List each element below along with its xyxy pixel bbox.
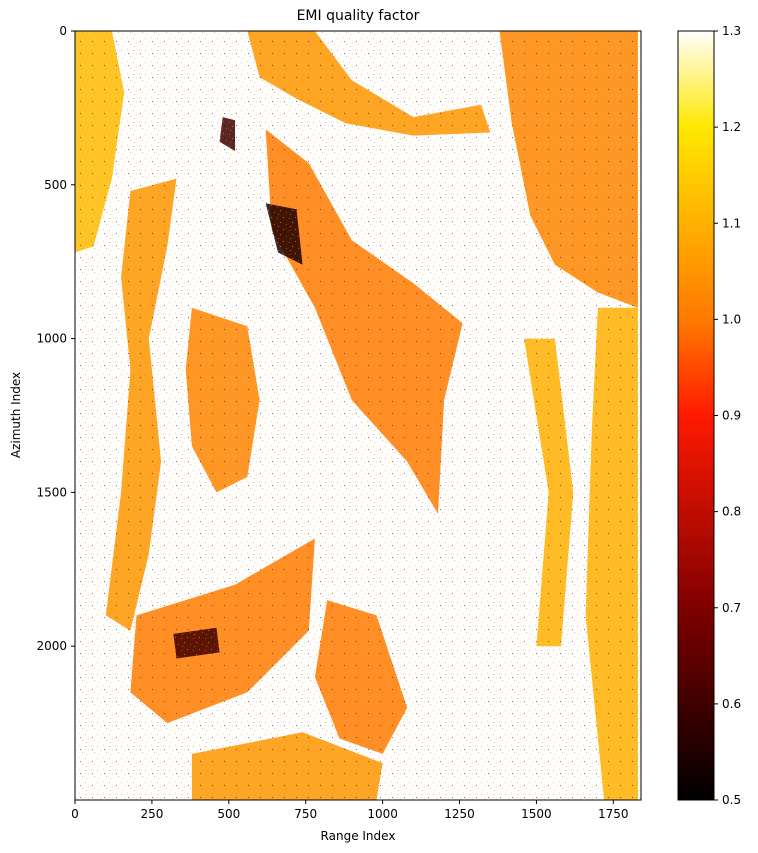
- colorbar-tick-label: 0.6: [722, 697, 741, 711]
- colorbar-tick-label: 0.9: [722, 409, 741, 423]
- x-tick-label: 1250: [444, 807, 475, 821]
- x-tick-label: 1750: [598, 807, 629, 821]
- chart-title: EMI quality factor: [297, 8, 420, 24]
- y-tick-label: 2000: [36, 639, 67, 653]
- colorbar: 0.5 0.6 0.7 0.8 0.9 1.0 1.1 1.2 1.3: [678, 24, 741, 807]
- colorbar-tick-label: 1.1: [722, 216, 741, 230]
- x-axis-ticks: 0 250 500 750 1000 1250 1500 1750: [71, 800, 628, 821]
- colorbar-tick-label: 0.7: [722, 601, 741, 615]
- x-tick-label: 250: [140, 807, 163, 821]
- x-axis-label: Range Index: [321, 829, 396, 843]
- y-tick-label: 500: [44, 178, 67, 192]
- y-tick-label: 1500: [36, 485, 67, 499]
- colorbar-tick-label: 0.8: [722, 505, 741, 519]
- y-axis-label: Azimuth Index: [9, 372, 23, 458]
- y-axis-ticks: 0 500 1000 1500 2000: [36, 24, 75, 653]
- x-tick-label: 0: [71, 807, 79, 821]
- colorbar-tick-label: 0.5: [722, 793, 741, 807]
- colorbar-tick-label: 1.2: [722, 120, 741, 134]
- x-tick-label: 1000: [367, 807, 398, 821]
- colorbar-tick-label: 1.0: [722, 312, 741, 326]
- colorbar-tick-label: 1.3: [722, 24, 741, 38]
- x-tick-label: 750: [294, 807, 317, 821]
- plot-area: [75, 31, 641, 800]
- colorbar-ticks: 0.5 0.6 0.7 0.8 0.9 1.0 1.1 1.2 1.3: [714, 24, 741, 807]
- y-tick-label: 1000: [36, 332, 67, 346]
- colorbar-gradient: [678, 31, 714, 800]
- y-tick-label: 0: [59, 24, 67, 38]
- x-tick-label: 1500: [521, 807, 552, 821]
- speckle-overlay: [75, 31, 641, 800]
- x-tick-label: 500: [217, 807, 240, 821]
